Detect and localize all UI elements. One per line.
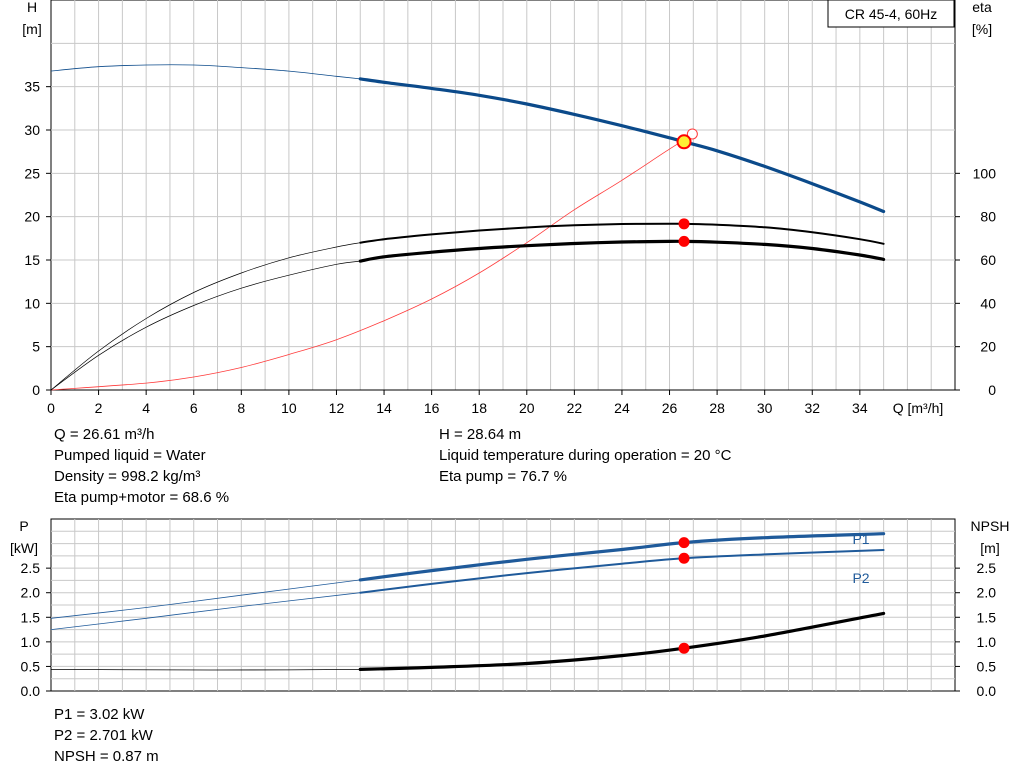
top-y-left-tick-label: 30 [24,122,40,138]
bottom-y-right-tick-label: 0.5 [977,658,997,674]
top-y-right-tick-label: 20 [980,339,996,355]
top-x-tick-label: 24 [614,400,630,416]
top-y-left-unit: [m] [22,21,41,37]
top-y-left-tick-label: 10 [24,295,40,311]
top-y-right-tick-label: 100 [973,165,997,181]
top-y-left-tick-label: 15 [24,252,40,268]
p1-readout: P1 = 3.02 kW [54,706,145,723]
title-box [827,0,955,28]
top-y-left-title: H [27,0,37,15]
bottom-y-right-tick-label: 1.0 [977,634,997,650]
top-y-right-tick-label: 60 [980,252,996,268]
bottom-y-left-tick-label: 1.0 [21,634,41,650]
npsh-curve-line [358,611,886,671]
top-x-tick-label: 6 [190,400,198,416]
density-readout: Density = 998.2 kg/m³ [54,468,201,485]
top-x-tick-label: 10 [281,400,297,416]
top-y-left-tick-label: 0 [32,382,40,398]
p2-curve-line [359,549,885,594]
info-bottom-column: P1 = 3.02 kW P2 = 2.701 kW NPSH = 0.87 m [54,704,159,767]
bottom-chart-grid [50,518,956,692]
bottom-y-right-tick-label: 2.0 [977,585,997,601]
top-x-tick-label: 28 [709,400,725,416]
eta-pump-motor-curve-line [358,239,886,263]
top-x-tick-label: 22 [567,400,583,416]
top-chart-grid [50,0,956,391]
bottom-y-right-tick-label: 2.5 [977,560,997,576]
top-x-tick-label: 16 [424,400,440,416]
flow-readout: Q = 26.61 m³/h [54,426,155,443]
bottom-y-left-tick-label: 1.5 [21,609,41,625]
top-y-right-tick-label: 0 [988,382,996,398]
top-x-tick-label: 12 [329,400,345,416]
top-x-tick-label: 34 [852,400,868,416]
duty-point-marker [676,134,692,150]
eta-pump-motor-curve-thin-segment [50,260,361,391]
temperature-readout: Liquid temperature during operation = 20… [439,447,732,464]
p2-readout: P2 = 2.701 kW [54,727,153,744]
bottom-y-left-unit: [kW] [10,540,38,556]
system-curve-line [50,133,694,391]
npsh-readout: NPSH = 0.87 m [54,748,159,765]
bottom-y-left-tick-label: 2.0 [21,585,41,601]
top-x-tick-label: 30 [757,400,773,416]
bottom-y-left-tick-label: 2.5 [21,560,41,576]
eta-pump-motor-marker [678,235,690,247]
top-x-tick-label: 18 [471,400,487,416]
top-x-tick-label: 0 [47,400,55,416]
bottom-y-right-title: NPSH [971,518,1010,534]
p1-series-label: P1 [852,531,869,547]
top-x-tick-label: 14 [376,400,392,416]
info-right-column: H = 28.64 m Liquid temperature during op… [439,424,731,487]
npsh-marker [678,642,690,654]
top-x-tick-label: 32 [804,400,820,416]
top-x-tick-label: 26 [662,400,678,416]
p2-marker [678,552,690,564]
tick-labels: 0 2 4 6 8 10 12 14 16 18 20 22 24 26 28 30 32 34051015202… [21,79,997,699]
top-y-right-title: eta [972,0,992,15]
bottom-y-right-unit: [m] [980,540,999,556]
bottom-y-left-tick-label: 0.5 [21,658,41,674]
head-curve-line [358,77,886,214]
chart-title: CR 45-4, 60Hz [845,6,938,22]
top-y-right-tick-label: 40 [980,295,996,311]
bottom-y-left-title: P [19,518,28,534]
p2-curve-thin-segment [50,592,361,630]
bottom-y-right-tick-label: 0.0 [977,683,997,699]
p1-curve-thin-segment [50,579,361,619]
top-x-axis-title: Q [m³/h] [893,400,944,416]
eta-pump-motor-readout: Eta pump+motor = 68.6 % [54,489,230,506]
bottom-y-left-tick-label: 0.0 [21,683,41,699]
eta-pump-marker [678,218,690,230]
top-y-left-tick-label: 5 [32,339,40,355]
p1-curve-line [358,532,886,582]
npsh-curve-thin-segment [50,669,361,671]
p1-marker [678,537,690,549]
top-y-left-tick-label: 20 [24,209,40,225]
series-layer [50,64,886,671]
top-x-tick-label: 4 [142,400,150,416]
top-x-tick-label: 2 [95,400,103,416]
eta-pump-curve-line [359,222,885,245]
top-y-left-tick-label: 25 [24,165,40,181]
top-y-left-tick-label: 35 [24,79,40,95]
head-readout: H = 28.64 m [439,426,522,443]
liquid-readout: Pumped liquid = Water [54,447,206,464]
system-end-marker [686,128,698,140]
eta-pump-curve-thin-segment [50,242,361,391]
top-y-right-tick-label: 80 [980,209,996,225]
info-left-column: Q = 26.61 m³/h Pumped liquid = Water Den… [54,424,229,508]
head-curve-thin-segment [50,64,361,80]
top-x-tick-label: 20 [519,400,535,416]
eta-pump-readout: Eta pump = 76.7 % [439,468,567,485]
bottom-y-right-tick-label: 1.5 [977,609,997,625]
top-y-right-unit: [%] [972,21,992,37]
p2-series-label: P2 [852,570,869,586]
top-x-tick-label: 8 [237,400,245,416]
